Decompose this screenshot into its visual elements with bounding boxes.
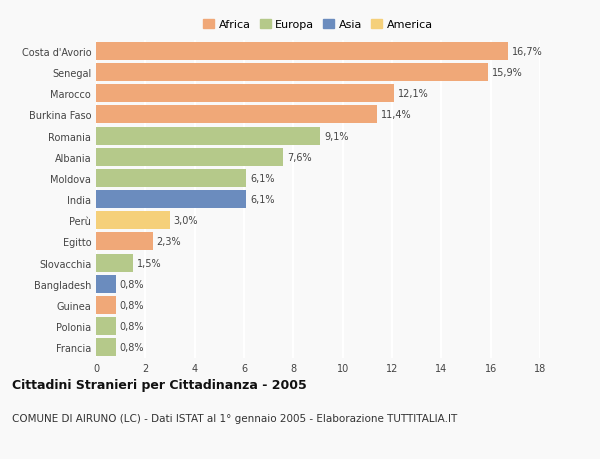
Text: 7,6%: 7,6% xyxy=(287,152,312,162)
Text: 9,1%: 9,1% xyxy=(324,131,349,141)
Bar xyxy=(96,43,508,61)
Bar xyxy=(96,254,133,272)
Bar xyxy=(96,85,394,103)
Bar xyxy=(96,127,320,146)
Bar xyxy=(96,296,116,314)
Bar xyxy=(96,190,247,209)
Bar xyxy=(96,338,116,357)
Text: 1,5%: 1,5% xyxy=(137,258,161,268)
Text: 11,4%: 11,4% xyxy=(381,110,412,120)
Text: 12,1%: 12,1% xyxy=(398,89,429,99)
Bar xyxy=(96,64,488,82)
Bar xyxy=(96,317,116,336)
Text: 3,0%: 3,0% xyxy=(174,216,198,226)
Text: 15,9%: 15,9% xyxy=(492,68,523,78)
Bar xyxy=(96,233,153,251)
Bar xyxy=(96,148,283,167)
Bar xyxy=(96,212,170,230)
Text: 0,8%: 0,8% xyxy=(119,342,144,353)
Text: 2,3%: 2,3% xyxy=(157,237,181,247)
Text: COMUNE DI AIRUNO (LC) - Dati ISTAT al 1° gennaio 2005 - Elaborazione TUTTITALIA.: COMUNE DI AIRUNO (LC) - Dati ISTAT al 1°… xyxy=(12,413,457,423)
Text: 0,8%: 0,8% xyxy=(119,279,144,289)
Text: 0,8%: 0,8% xyxy=(119,300,144,310)
Text: 0,8%: 0,8% xyxy=(119,321,144,331)
Bar xyxy=(96,169,247,188)
Text: 6,1%: 6,1% xyxy=(250,195,275,205)
Bar xyxy=(96,275,116,293)
Text: Cittadini Stranieri per Cittadinanza - 2005: Cittadini Stranieri per Cittadinanza - 2… xyxy=(12,379,307,392)
Legend: Africa, Europa, Asia, America: Africa, Europa, Asia, America xyxy=(199,15,437,34)
Bar xyxy=(96,106,377,124)
Text: 16,7%: 16,7% xyxy=(512,47,542,57)
Text: 6,1%: 6,1% xyxy=(250,174,275,184)
